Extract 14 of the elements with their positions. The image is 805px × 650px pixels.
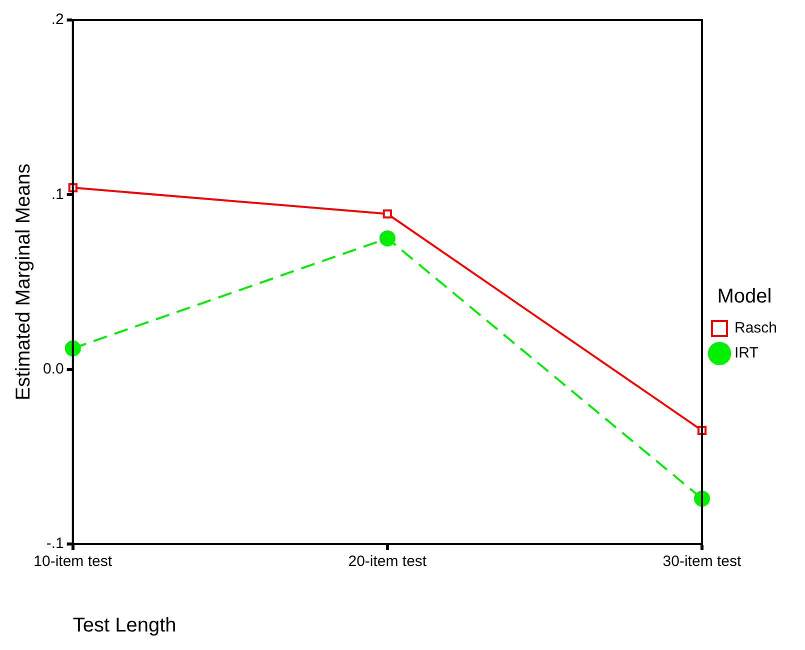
y-tick-label: -.1: [46, 535, 64, 552]
x-tick-label: 30-item test: [662, 553, 742, 570]
legend-title: Model: [717, 286, 772, 308]
y-tick-label: 0.0: [42, 360, 64, 378]
x-tick-label: 10-item test: [34, 553, 113, 570]
point: [382, 209, 392, 218]
y-tick-label: .2: [51, 11, 64, 28]
x-tick-label: 20-item test: [348, 553, 428, 570]
legend-label: Rasch: [734, 320, 778, 337]
legend-label: IRT: [734, 344, 758, 362]
y-tick-label: .1: [51, 186, 64, 203]
x-axis-title: Test Length: [72, 614, 176, 637]
y-axis-title: Estimated Marginal Means: [12, 164, 35, 400]
point: [379, 230, 396, 246]
